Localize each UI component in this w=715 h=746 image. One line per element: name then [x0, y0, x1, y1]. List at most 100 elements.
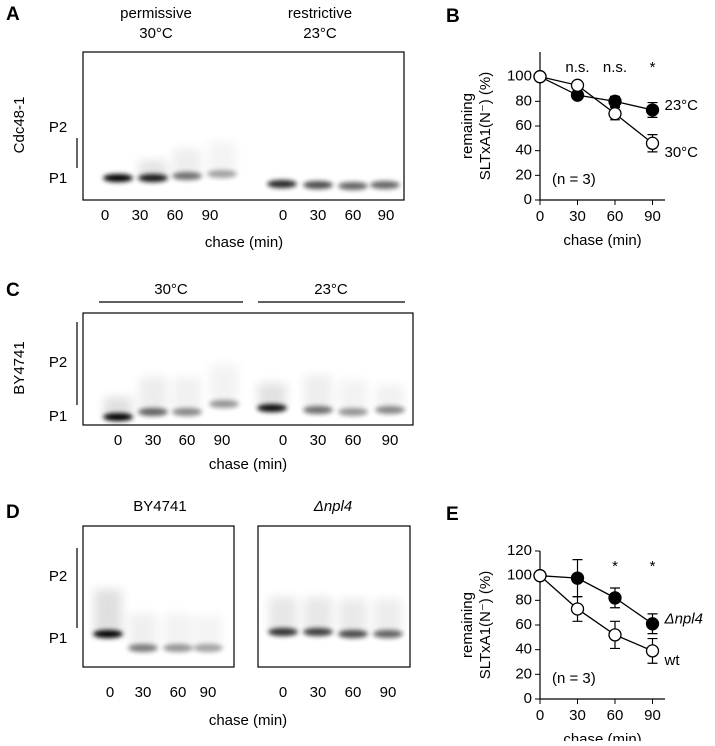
gel-band	[138, 174, 168, 182]
condition: 23°C	[314, 281, 348, 298]
gel-smear	[173, 377, 201, 412]
gel-smear	[258, 383, 286, 408]
gel-smear	[164, 613, 192, 648]
lane-label: 0	[106, 684, 114, 701]
gel-smear	[374, 599, 402, 634]
gel-smear	[129, 613, 157, 648]
gel-a: permissive 30°C restrictive 23°C Cdc48-1…	[11, 5, 405, 251]
gel-band	[193, 644, 223, 652]
annotation: *	[650, 558, 656, 575]
marker-label: P1	[49, 170, 67, 187]
gel-band	[103, 174, 133, 182]
series-line	[539, 76, 653, 144]
panel-letter: A	[6, 4, 20, 25]
data-point	[645, 136, 660, 150]
y-tick-label: 60	[515, 616, 532, 633]
data-point	[533, 70, 547, 84]
y-tick-label: 100	[507, 68, 532, 85]
gel-smear	[94, 589, 122, 634]
gel-smear	[139, 160, 167, 178]
lane-label: 30	[132, 207, 149, 224]
gel-band	[172, 172, 202, 180]
data-point	[570, 78, 585, 92]
strain-label: Cdc48-1	[11, 97, 28, 154]
data-point	[608, 107, 622, 121]
gel-smear	[376, 385, 404, 410]
gel-band	[207, 170, 237, 178]
condition-temp: 30°C	[139, 25, 173, 42]
condition: restrictive	[288, 5, 352, 22]
gel-frame	[257, 525, 411, 668]
gel-band	[172, 408, 202, 416]
gel-band	[338, 630, 368, 638]
x-tick-label: 30	[569, 208, 586, 225]
data-point	[570, 571, 585, 585]
gel-smear	[208, 141, 236, 174]
x-label: chase (min)	[563, 731, 641, 741]
y-tick-label: 40	[515, 641, 532, 658]
strain-label: BY4741	[11, 341, 28, 394]
condition: 30°C	[154, 281, 188, 298]
gel-band	[267, 180, 297, 188]
lane-label: 60	[179, 432, 196, 449]
series-line	[539, 76, 653, 111]
gel-band	[373, 630, 403, 638]
y-label: remaining	[459, 93, 476, 159]
gel-band	[257, 404, 287, 412]
gel-band	[303, 181, 333, 189]
gel-band	[375, 406, 405, 414]
data-point	[645, 644, 660, 658]
lane-label: 60	[345, 684, 362, 701]
y-label: SLTxA1(N⁻) (%)	[477, 571, 494, 679]
panel-letter: C	[6, 280, 20, 301]
gel-band	[338, 408, 368, 416]
gel-band	[93, 630, 123, 638]
gel-band	[338, 182, 368, 190]
gel-d: BY4741 Δnpl4 P2 P1 0 30 60 90 0 30 60 90 chase …	[49, 498, 411, 729]
lane-label: 90	[380, 684, 397, 701]
gel-smear	[269, 597, 297, 632]
lane-label: 0	[279, 432, 287, 449]
y-tick-label: 60	[515, 117, 532, 134]
lane-label: 90	[378, 207, 395, 224]
x-label: chase (min)	[209, 712, 287, 729]
y-tick-label: 20	[515, 166, 532, 183]
gel-band	[303, 628, 333, 636]
annotation: *	[650, 59, 656, 76]
lane-label: 0	[279, 684, 287, 701]
annotation: n.s.	[603, 59, 627, 76]
gel-band	[209, 400, 239, 408]
y-tick-label: 0	[524, 191, 532, 208]
gel-band	[163, 644, 193, 652]
marker-label: P1	[49, 408, 67, 425]
annotation: *	[612, 558, 618, 575]
lane-label: 60	[167, 207, 184, 224]
lane-label: 30	[310, 207, 327, 224]
x-label: chase (min)	[563, 232, 641, 249]
y-tick-label: 80	[515, 591, 532, 608]
marker-label: P2	[49, 119, 67, 136]
condition: Δnpl4	[313, 498, 352, 515]
x-tick-label: 0	[536, 208, 544, 225]
gel-band	[138, 408, 168, 416]
marker-label: P2	[49, 354, 67, 371]
y-tick-label: 20	[515, 665, 532, 682]
data-point	[570, 602, 585, 616]
gel-smear	[304, 597, 332, 632]
lane-label: 0	[279, 207, 287, 224]
lane-label: 30	[310, 684, 327, 701]
gel-frame	[82, 51, 405, 201]
series-label: wt	[664, 652, 681, 669]
lane-label: 90	[214, 432, 231, 449]
gel-smear	[139, 377, 167, 412]
gel-band	[303, 406, 333, 414]
series-label: 23°C	[665, 97, 699, 114]
x-tick-label: 90	[644, 707, 661, 724]
x-tick-label: 60	[607, 208, 624, 225]
lane-label: 30	[145, 432, 162, 449]
x-tick-label: 90	[644, 208, 661, 225]
gel-band	[370, 181, 400, 189]
lane-label: 60	[345, 207, 362, 224]
y-label: remaining	[459, 592, 476, 658]
